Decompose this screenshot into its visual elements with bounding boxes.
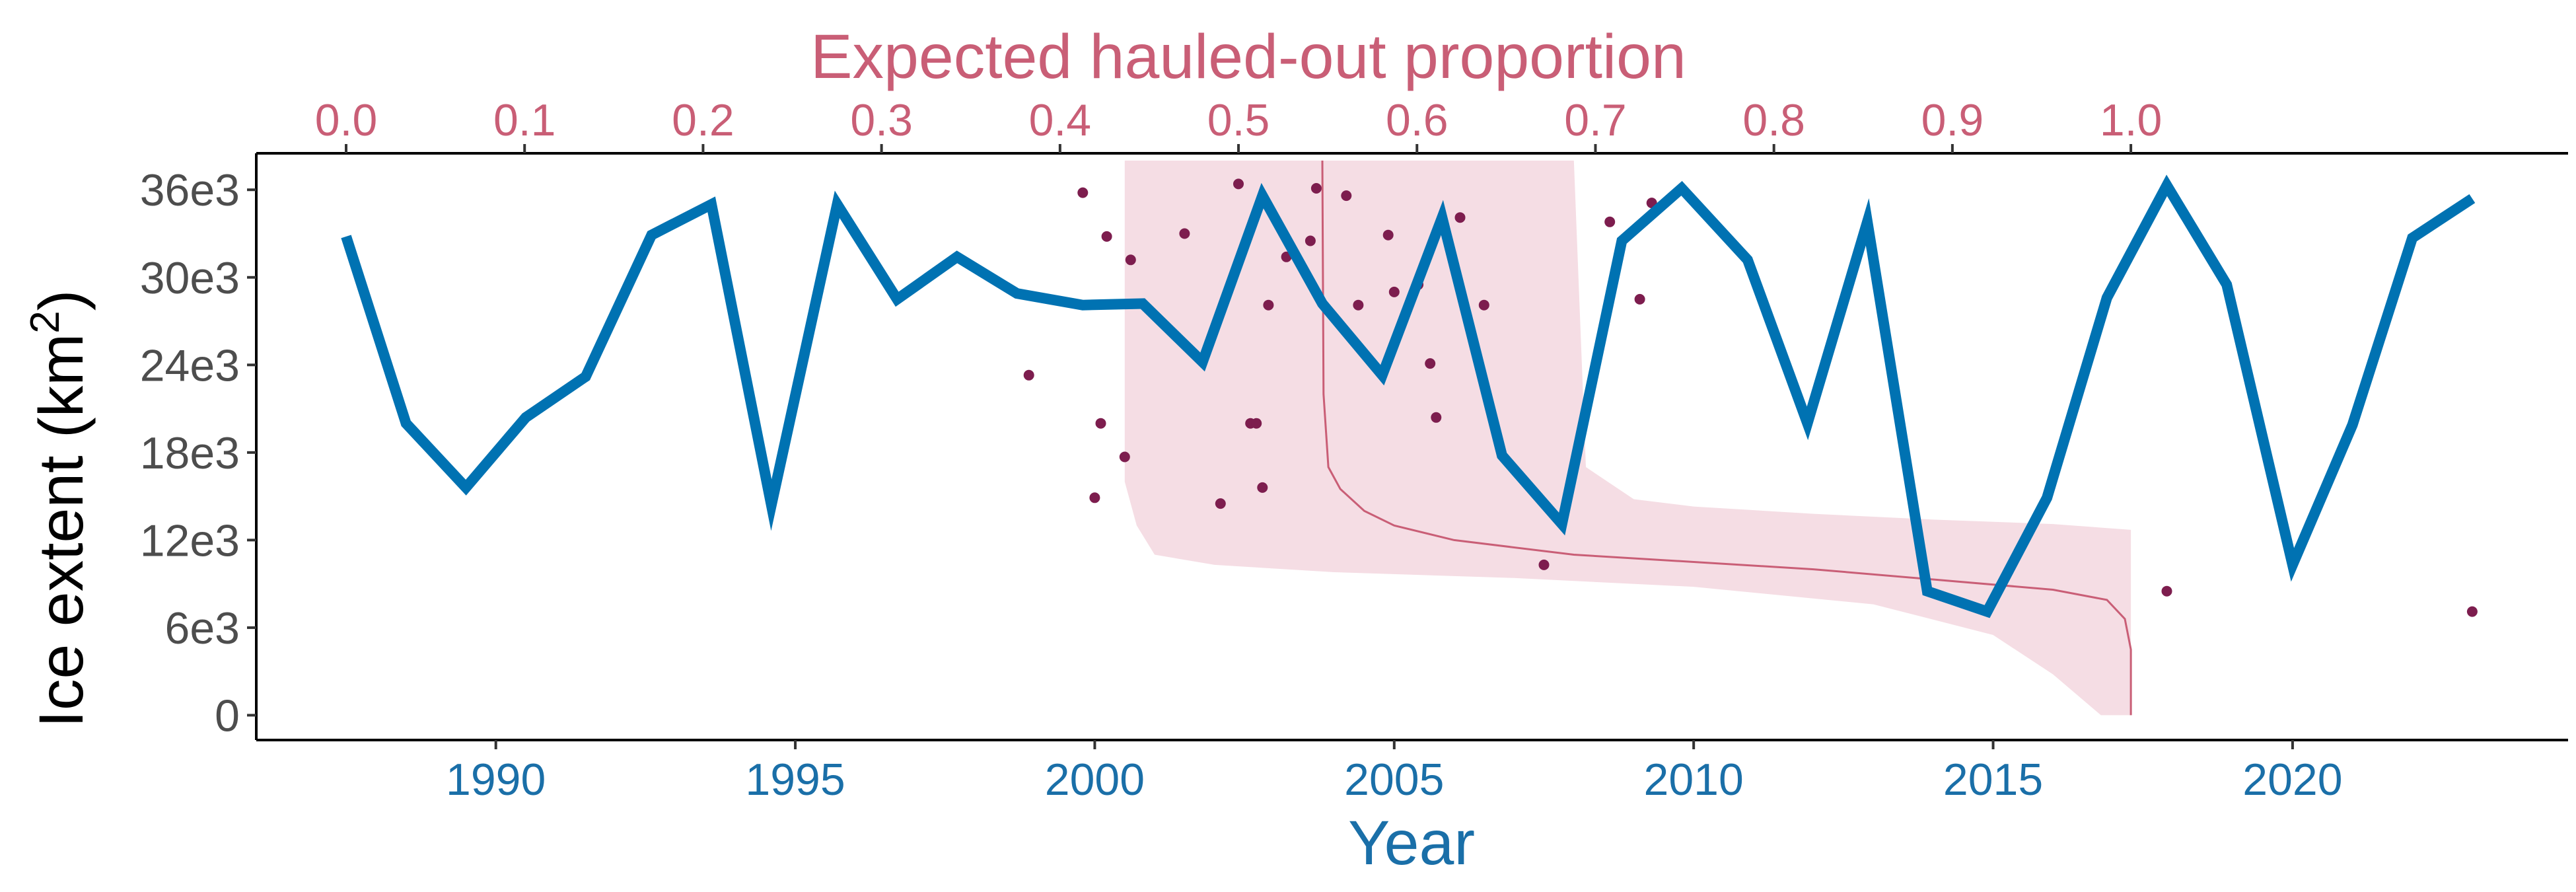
- data-point: [1310, 183, 1322, 194]
- left-axis-title: Ice extent (km2): [22, 290, 96, 728]
- top-tick-label: 0.8: [1742, 95, 1805, 145]
- data-point: [1341, 190, 1352, 202]
- data-point: [1263, 299, 1274, 311]
- left-axis-title-superscript: 2: [22, 311, 68, 333]
- data-point: [1388, 286, 1400, 297]
- top-tick-label: 0.6: [1386, 95, 1449, 145]
- ice-extent-line-layer: [341, 174, 2476, 618]
- tick-labels-layer: 1990 1995 2000 2005 2010 2015 2020 0.0 0.1 0.2 0.3…: [140, 95, 2343, 805]
- hauled-out-curve: [1321, 160, 2132, 716]
- bottom-axis-title: Year: [1348, 808, 1475, 878]
- top-tick-label: 1.0: [2100, 95, 2163, 145]
- top-tick-label: 0.3: [850, 95, 913, 145]
- top-tick-label: 0.7: [1564, 95, 1627, 145]
- left-tick-label: 30e3: [140, 253, 240, 303]
- left-tick-label: 0: [215, 690, 240, 741]
- top-tick-label: 0.5: [1207, 95, 1270, 145]
- data-point: [1431, 412, 1442, 423]
- data-point: [1257, 482, 1268, 493]
- left-tick-label: 18e3: [140, 428, 240, 478]
- top-tick-label: 0.1: [493, 95, 556, 145]
- left-tick-label: 36e3: [140, 165, 240, 215]
- data-point: [1215, 498, 1226, 509]
- data-point: [1023, 369, 1034, 381]
- data-point: [1179, 228, 1190, 239]
- data-point: [1119, 451, 1130, 463]
- data-point: [1538, 559, 1550, 570]
- top-axis-title: Expected hauled-out proportion: [810, 22, 1686, 92]
- data-point: [2161, 585, 2172, 597]
- bottom-tick-label: 2010: [1644, 755, 1744, 805]
- top-tick-label: 0.2: [672, 95, 734, 145]
- data-point: [1634, 293, 1645, 305]
- data-point: [1089, 492, 1100, 503]
- left-tick-label: 24e3: [140, 340, 240, 390]
- top-tick-label: 0.9: [1921, 95, 1984, 145]
- data-point: [1454, 212, 1466, 223]
- top-tick-label: 0.4: [1029, 95, 1092, 145]
- data-point: [1353, 299, 1364, 311]
- data-point: [1425, 358, 1436, 369]
- data-point: [1382, 229, 1394, 241]
- data-point: [1478, 299, 1489, 311]
- bottom-tick-label: 2015: [1943, 755, 2043, 805]
- data-point: [1125, 254, 1136, 266]
- axes-layer: [247, 144, 2568, 749]
- hauled-out-curve-layer: [1321, 160, 2132, 716]
- data-point: [1305, 235, 1316, 246]
- data-point: [1101, 231, 1112, 242]
- bottom-tick-label: 2005: [1344, 755, 1444, 805]
- left-tick-label: 6e3: [165, 603, 240, 653]
- data-point: [1233, 178, 1244, 190]
- bottom-tick-label: 1990: [446, 755, 546, 805]
- left-tick-label: 12e3: [140, 515, 240, 566]
- ice-extent-line: [341, 174, 2476, 618]
- bottom-tick-label: 2020: [2242, 755, 2342, 805]
- top-tick-label: 0.0: [315, 95, 378, 145]
- data-point: [1604, 216, 1616, 227]
- data-point: [1095, 418, 1106, 429]
- bottom-tick-label: 2000: [1045, 755, 1145, 805]
- left-axis-title-suffix: ): [26, 290, 96, 311]
- confidence-ribbon-layer: [1124, 161, 2131, 716]
- data-point: [2466, 606, 2478, 617]
- observation-points-layer: [1023, 178, 2478, 617]
- left-axis-title-main: Ice extent (km: [26, 334, 96, 728]
- bottom-tick-label: 1995: [745, 755, 845, 805]
- data-point: [1251, 418, 1262, 429]
- confidence-ribbon: [1124, 161, 2131, 716]
- data-point: [1077, 187, 1089, 198]
